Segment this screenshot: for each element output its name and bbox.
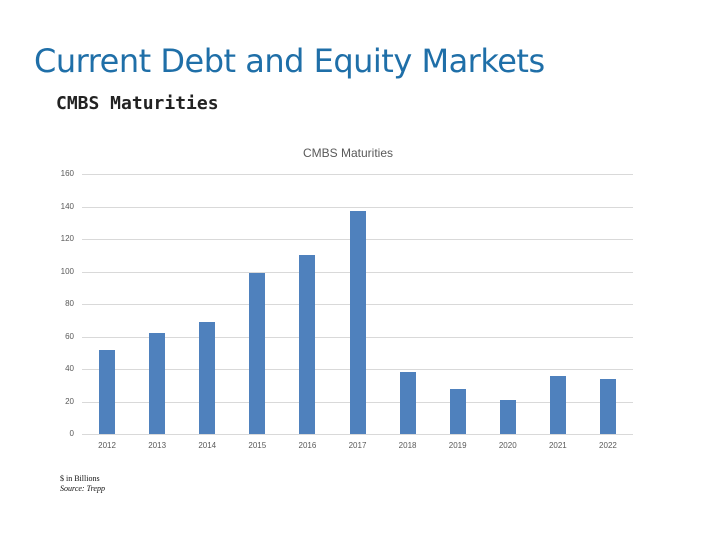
units-note: $ in Billions [60,474,100,483]
y-tick-label: 60 [65,331,74,341]
chart-title: CMBS Maturities [302,146,394,160]
gridline [82,434,633,435]
x-tick-label: 2017 [348,441,367,450]
bar-2017 [349,211,366,434]
source-note: Source: Trepp [60,484,105,493]
x-tick-label: 2012 [98,441,116,450]
x-tick-label: 2021 [548,441,567,450]
x-tick-label: 2019 [448,441,467,450]
bar-2013 [149,333,166,434]
slide-subtitle: CMBS Maturities [56,93,219,114]
x-tick-label: 2022 [599,441,617,450]
bar-2019 [449,388,466,434]
x-tick-label: 2015 [248,441,267,450]
y-tick-label: 40 [65,364,74,373]
bar-2021 [549,375,566,434]
bar-2015 [249,273,266,434]
bar-2018 [399,372,416,434]
bar-2014 [199,321,216,434]
x-tick-label: 2018 [398,441,417,450]
plot-area [82,174,633,435]
y-tick-label: 100 [60,266,74,276]
y-tick-label: 20 [65,396,74,406]
y-tick-label: 120 [60,234,74,243]
y-tick-label: 80 [65,299,74,308]
bar-2020 [499,399,516,434]
bar-2012 [99,349,116,434]
slide-title: Current Debt and Equity Markets [34,42,545,80]
x-tick-label: 2020 [498,441,517,450]
bar-2022 [599,378,616,434]
gridline [82,206,633,208]
bar-2016 [299,255,316,434]
x-tick-label: 2016 [298,441,317,450]
y-tick-label: 160 [60,169,74,178]
y-tick-label: 140 [60,201,74,211]
y-tick-label: 0 [69,429,74,438]
x-tick-label: 2013 [148,441,167,450]
gridline [82,174,633,175]
x-tick-label: 2014 [198,441,217,450]
